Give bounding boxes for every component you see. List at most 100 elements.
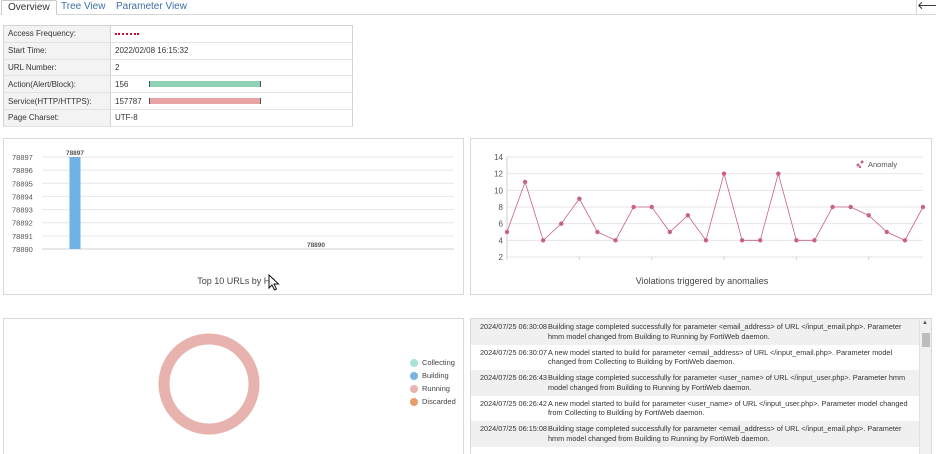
legend-dot [410, 384, 418, 393]
log-entry: 2024/07/25 06:30:07 A new model started t… [471, 345, 931, 371]
event-log-list[interactable]: 2024/07/25 06:30:08 Building stage comple… [471, 319, 931, 447]
log-scrollbar[interactable]: ▲ [919, 319, 931, 454]
y-tick-label: 10 [494, 186, 503, 195]
legend-dot [410, 358, 418, 367]
y-tick-label: 78890 [12, 245, 33, 254]
info-label: URL Number: [3, 59, 111, 77]
info-label: Service(HTTP/HTTPS): [3, 92, 111, 110]
log-timestamp: 2024/07/25 06:30:08 [480, 322, 547, 331]
tab-bar: Overview Tree View Parameter View 🡐 [0, 0, 936, 15]
y-tick-label: 78892 [12, 219, 33, 228]
data-point [631, 204, 636, 210]
data-point [595, 229, 600, 235]
log-message: Building stage completed successfully fo… [548, 373, 906, 392]
data-point [848, 204, 853, 210]
log-entry: 2024/07/25 06:30:08 Building stage comple… [471, 319, 931, 345]
chart-legend: Anomaly [856, 160, 897, 169]
action-count-value: 156 [115, 79, 129, 89]
top-urls-bar-chart: Top 10 URLs by Hit 78897 78896 78895 78894 7… [12, 150, 454, 286]
y-tick-label: 78897 [12, 153, 33, 162]
legend-marker [858, 165, 862, 169]
donut-legend: Collecting Building Running Discarded [410, 356, 456, 408]
data-point [504, 229, 510, 235]
tab-tree-view[interactable]: Tree View [61, 1, 106, 12]
scroll-thumb[interactable] [922, 333, 930, 347]
series-line-anomaly [506, 172, 924, 242]
info-row-url-number: URL Number: 2 [3, 59, 353, 77]
bar [69, 157, 81, 249]
page-charset-value: UTF-8 [110, 109, 353, 127]
y-tick-label: 12 [494, 170, 503, 179]
chart-caption: Violations triggered by anomalies [636, 276, 769, 286]
action-ratio-bar [149, 81, 261, 88]
y-tick-label: 4 [499, 236, 504, 245]
log-timestamp: 2024/07/25 06:26:42 [480, 398, 547, 408]
legend-item-building[interactable]: Building [410, 369, 456, 382]
anomaly-chart-panel: Violations triggered by anomalies 2 4 6 8 10… [470, 138, 932, 295]
legend-item-collecting[interactable]: Collecting [410, 356, 456, 369]
access-frequency-indicator [115, 32, 139, 35]
data-point [522, 179, 528, 185]
legend-dot [410, 371, 418, 380]
log-entry: 2024/07/25 06:15:08 Building stage comple… [471, 421, 931, 447]
y-tick-label: 78894 [12, 192, 33, 201]
data-point [577, 196, 582, 201]
legend-dot [410, 397, 418, 406]
log-entry: 2024/07/25 06:26:43 Building stage comple… [471, 370, 931, 396]
data-point [830, 204, 835, 210]
info-label: Action(Alert/Block): [3, 75, 111, 94]
legend-item-discarded[interactable]: Discarded [410, 395, 456, 408]
event-log-panel: 2024/07/25 06:30:08 Building stage comple… [470, 318, 932, 454]
y-tick-label: 78895 [12, 179, 33, 188]
y-tick-label: 2 [499, 253, 504, 262]
url-info-table: Access Frequency: Start Time: 2022/02/08… [3, 25, 353, 127]
info-row-action: Action(Alert/Block): 156 [3, 75, 353, 94]
info-row-start-time: Start Time: 2022/02/08 16:15:32 [3, 42, 353, 60]
log-timestamp: 2024/07/25 06:15:08 [480, 424, 547, 433]
log-timestamp: 2024/07/25 06:26:43 [480, 373, 547, 382]
log-message: A new model started to build for paramet… [548, 347, 893, 367]
data-point [884, 229, 890, 235]
data-point [739, 238, 745, 243]
y-tick-label: 6 [499, 220, 504, 229]
model-status-donut-chart [158, 333, 260, 435]
url-number-value: 2 [110, 59, 353, 77]
data-point [685, 213, 691, 218]
back-arrow-icon[interactable]: 🡐 [916, 0, 936, 14]
anomaly-line-chart: Violations triggered by anomalies 2 4 6 8 10… [494, 153, 926, 286]
data-point [649, 204, 654, 210]
legend-item-running[interactable]: Running [410, 382, 456, 395]
tab-overview[interactable]: Overview [1, 0, 57, 15]
legend-marker [856, 163, 860, 167]
service-count-value: 157787 [115, 96, 142, 106]
y-tick-label: 78891 [12, 232, 33, 241]
log-timestamp: 2024/07/25 06:30:07 [480, 347, 547, 357]
model-status-panel: Collecting Building Running Discarded [3, 318, 464, 454]
scroll-up-icon[interactable]: ▲ [922, 320, 928, 326]
service-ratio-bar [149, 98, 261, 105]
top-urls-chart-panel: Top 10 URLs by Hit 78897 78896 78895 78894 7… [3, 138, 464, 295]
legend-label: Anomaly [868, 160, 897, 169]
y-tick-label: 78896 [12, 166, 33, 175]
data-point [559, 221, 564, 226]
data-point [920, 204, 926, 210]
info-row-service: Service(HTTP/HTTPS): 157787 [3, 92, 353, 110]
data-label: 78897 [66, 150, 84, 157]
info-row-page-charset: Page Charset: UTF-8 [3, 109, 353, 127]
data-label: 78890 [307, 242, 325, 249]
legend-marker [860, 160, 864, 164]
info-label: Access Frequency: [3, 25, 111, 43]
data-point [758, 238, 763, 243]
donut-slice [158, 333, 260, 435]
log-message: Building stage completed successfully fo… [548, 322, 902, 341]
data-point [721, 171, 727, 176]
y-tick-label: 8 [499, 203, 504, 212]
info-label: Start Time: [3, 42, 111, 60]
data-point [667, 229, 672, 235]
data-point [902, 238, 908, 243]
tab-parameter-view[interactable]: Parameter View [116, 1, 187, 12]
y-tick-label: 14 [494, 153, 503, 162]
data-point [613, 238, 618, 243]
y-tick-label: 78893 [12, 206, 33, 215]
log-message: A new model started to build for paramet… [548, 398, 908, 418]
